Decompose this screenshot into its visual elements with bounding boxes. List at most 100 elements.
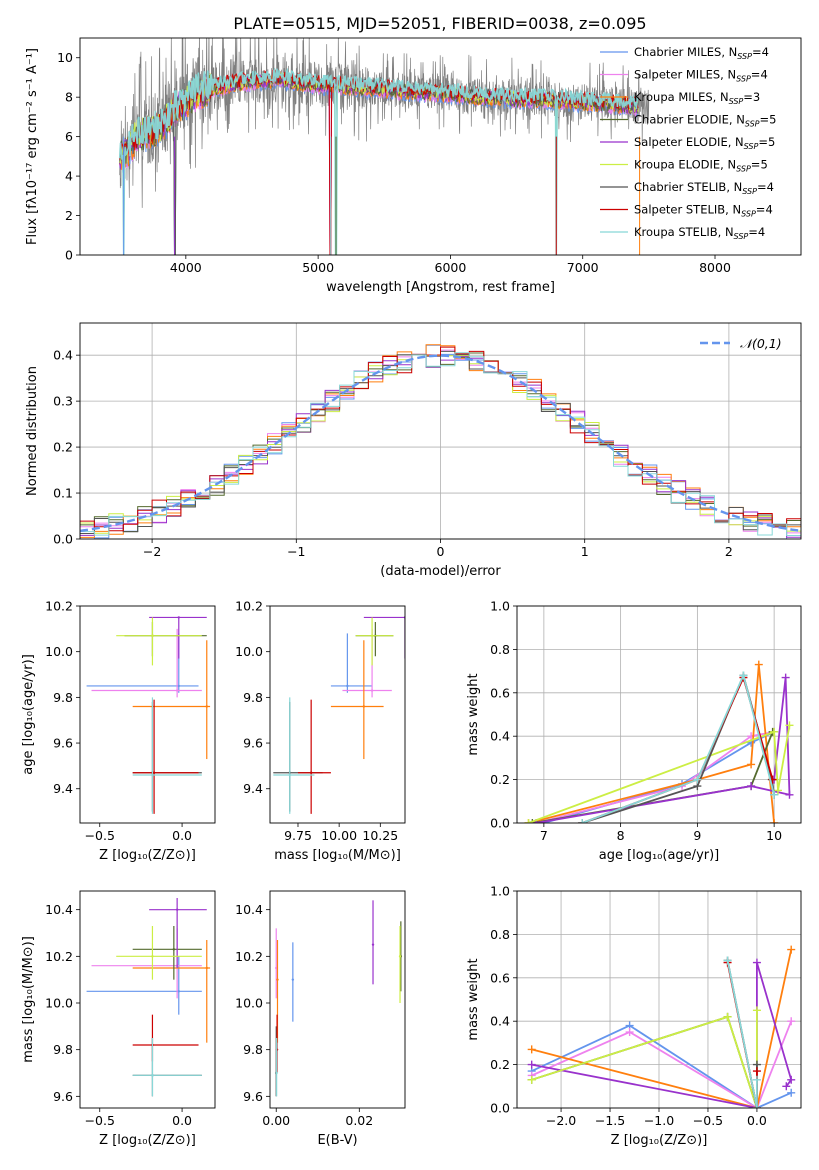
legend-n-prefix: N — [720, 90, 729, 104]
legend-n-prefix: N — [734, 180, 743, 194]
data-point — [152, 771, 156, 774]
legend-entry: 𝒩(0,1) — [740, 336, 782, 351]
x-axis-label: mass [log₁₀(M/M⊙)] — [274, 848, 401, 863]
y-axis-label: mass weight — [466, 673, 481, 755]
x-tick-label: 6000 — [435, 260, 467, 275]
legend-n-sub: SSP — [737, 52, 752, 61]
legend-model-name: Chabrier STELIB — [634, 180, 726, 194]
y-tick-label: 9.6 — [243, 736, 263, 751]
spectrum-axes: 4000 5000 6000 7000 8000 0 2 4 6 8 10 wavelength [A… — [25, 48, 731, 295]
x-tick-label: −0.5 — [85, 828, 115, 843]
legend-eq: = — [752, 45, 762, 59]
mass_weight_vs_z-series — [527, 945, 796, 1108]
legend-sep: , — [718, 225, 725, 239]
legend-model-name: Chabrier ELODIE — [634, 113, 729, 127]
weight-marker — [527, 1045, 536, 1054]
weight-marker — [752, 958, 761, 967]
data-point — [177, 990, 180, 993]
y-tick-label: 0.0 — [53, 532, 73, 547]
weight-series-5 — [528, 725, 791, 823]
legend-sep: , — [729, 113, 736, 127]
y-axis-label: Normed distribution — [25, 366, 40, 496]
x-tick-label: 1 — [581, 544, 589, 559]
residual-legend: 𝒩(0,1) — [700, 336, 782, 351]
x-tick-label: 0.02 — [345, 1113, 373, 1128]
y-tick-label: 10.2 — [45, 599, 73, 614]
weight-marker — [527, 1060, 536, 1069]
age_vs_z-axes: −0.5 0.0 9.4 9.6 9.8 10.0 10.2 Z [log₁₀(Z/Z⊙)] a… — [21, 599, 196, 864]
legend-entry: Kroupa STELIB, NSSP=4 — [634, 225, 765, 241]
figure-title: PLATE=0515, MJD=52051, FIBERID=0038, z=0… — [233, 14, 646, 33]
mass_vs_z-axes: −0.5 0.0 9.6 9.8 10.0 10.2 10.4 Z [log₁₀(Z/Z⊙)]… — [21, 902, 196, 1148]
weight-marker — [782, 1082, 791, 1091]
legend-sep: , — [721, 45, 728, 59]
legend-n-prefix: N — [736, 113, 745, 127]
x-tick-label: −2 — [143, 544, 161, 559]
mass_weight_vs_z-axes: −2.0 −1.5 −1.0 −0.5 0.0 0.0 0.2 0.4 0.6 0.8 1.0 Z [… — [466, 884, 801, 1148]
weight-marker — [781, 673, 790, 682]
weight-marker — [747, 782, 756, 791]
y-tick-label: 9.4 — [53, 781, 73, 796]
y-tick-label: 0 — [65, 248, 73, 263]
legend-n-sub: SSP — [729, 97, 744, 106]
y-tick-label: 10.0 — [235, 996, 263, 1011]
weight-marker — [770, 727, 779, 736]
axes-frame — [79, 605, 216, 824]
data-point — [370, 689, 374, 692]
model-spectrum-8 — [118, 67, 639, 255]
y-tick-label: 0.1 — [53, 486, 73, 501]
weight-marker — [723, 1012, 732, 1021]
y-tick-label: 9.8 — [243, 1042, 263, 1057]
y-tick-label: 10.4 — [45, 902, 73, 917]
legend-model-name: Kroupa MILES — [634, 90, 713, 104]
x-axis-label: Z [log₁₀(Z/Z⊙)] — [99, 1133, 196, 1148]
legend-model-name: Salpeter ELODIE — [634, 135, 728, 149]
legend-entry: Salpeter MILES, NSSP=4 — [634, 68, 768, 84]
weight-marker — [752, 1067, 761, 1076]
weight-series-5 — [531, 1010, 758, 1108]
y-tick-label: 9.6 — [53, 1089, 73, 1104]
legend-eq: = — [751, 68, 761, 82]
data-point — [309, 771, 313, 774]
normal-reference-curve — [80, 354, 799, 533]
legend-n-sub: SSP — [742, 187, 757, 196]
x-tick-label: 9.75 — [284, 828, 312, 843]
legend-n-sub: SSP — [734, 232, 749, 241]
y-tick-label: 9.6 — [53, 736, 73, 751]
x-tick-label: 5000 — [302, 260, 334, 275]
y-tick-label: 8 — [65, 90, 73, 105]
weight-series-1 — [535, 731, 775, 823]
y-tick-label: 9.6 — [243, 1089, 263, 1104]
y-axis-label: mass [log₁₀(M/M⊙)] — [21, 936, 36, 1063]
data-point — [371, 943, 375, 946]
x-tick-label: 7 — [540, 828, 548, 843]
legend-n-prefix: N — [735, 135, 744, 149]
y-tick-label: 6 — [65, 129, 73, 144]
legend-model-name: Salpeter STELIB — [634, 203, 725, 217]
y-tick-label: 10.4 — [235, 902, 263, 917]
weight-marker — [747, 760, 756, 769]
x-tick-label: 0 — [437, 544, 445, 559]
y-tick-label: 2 — [65, 208, 73, 223]
weight-marker — [528, 819, 537, 823]
weight-series-2 — [531, 949, 793, 1108]
axes-frame — [79, 322, 802, 540]
legend-nssp-value: 4 — [767, 180, 774, 194]
legend-sep: , — [726, 180, 733, 194]
x-tick-label: 10.25 — [362, 828, 398, 843]
data-point — [151, 955, 154, 958]
weight-series-3 — [531, 1015, 758, 1108]
y-tick-label: 0.6 — [490, 685, 510, 700]
axes-frame — [269, 605, 406, 824]
weight-marker — [752, 1075, 761, 1084]
legend-n-sub: SSP — [736, 75, 751, 84]
x-tick-label: 0.0 — [172, 828, 192, 843]
y-tick-label: 0.0 — [490, 816, 510, 831]
data-point — [276, 978, 279, 981]
weight-series-0 — [531, 1024, 792, 1108]
weight-marker — [773, 786, 782, 795]
legend-sep: , — [720, 68, 727, 82]
data-point — [177, 684, 180, 688]
x-axis-label: Z [log₁₀(Z/Z⊙)] — [611, 1133, 708, 1148]
